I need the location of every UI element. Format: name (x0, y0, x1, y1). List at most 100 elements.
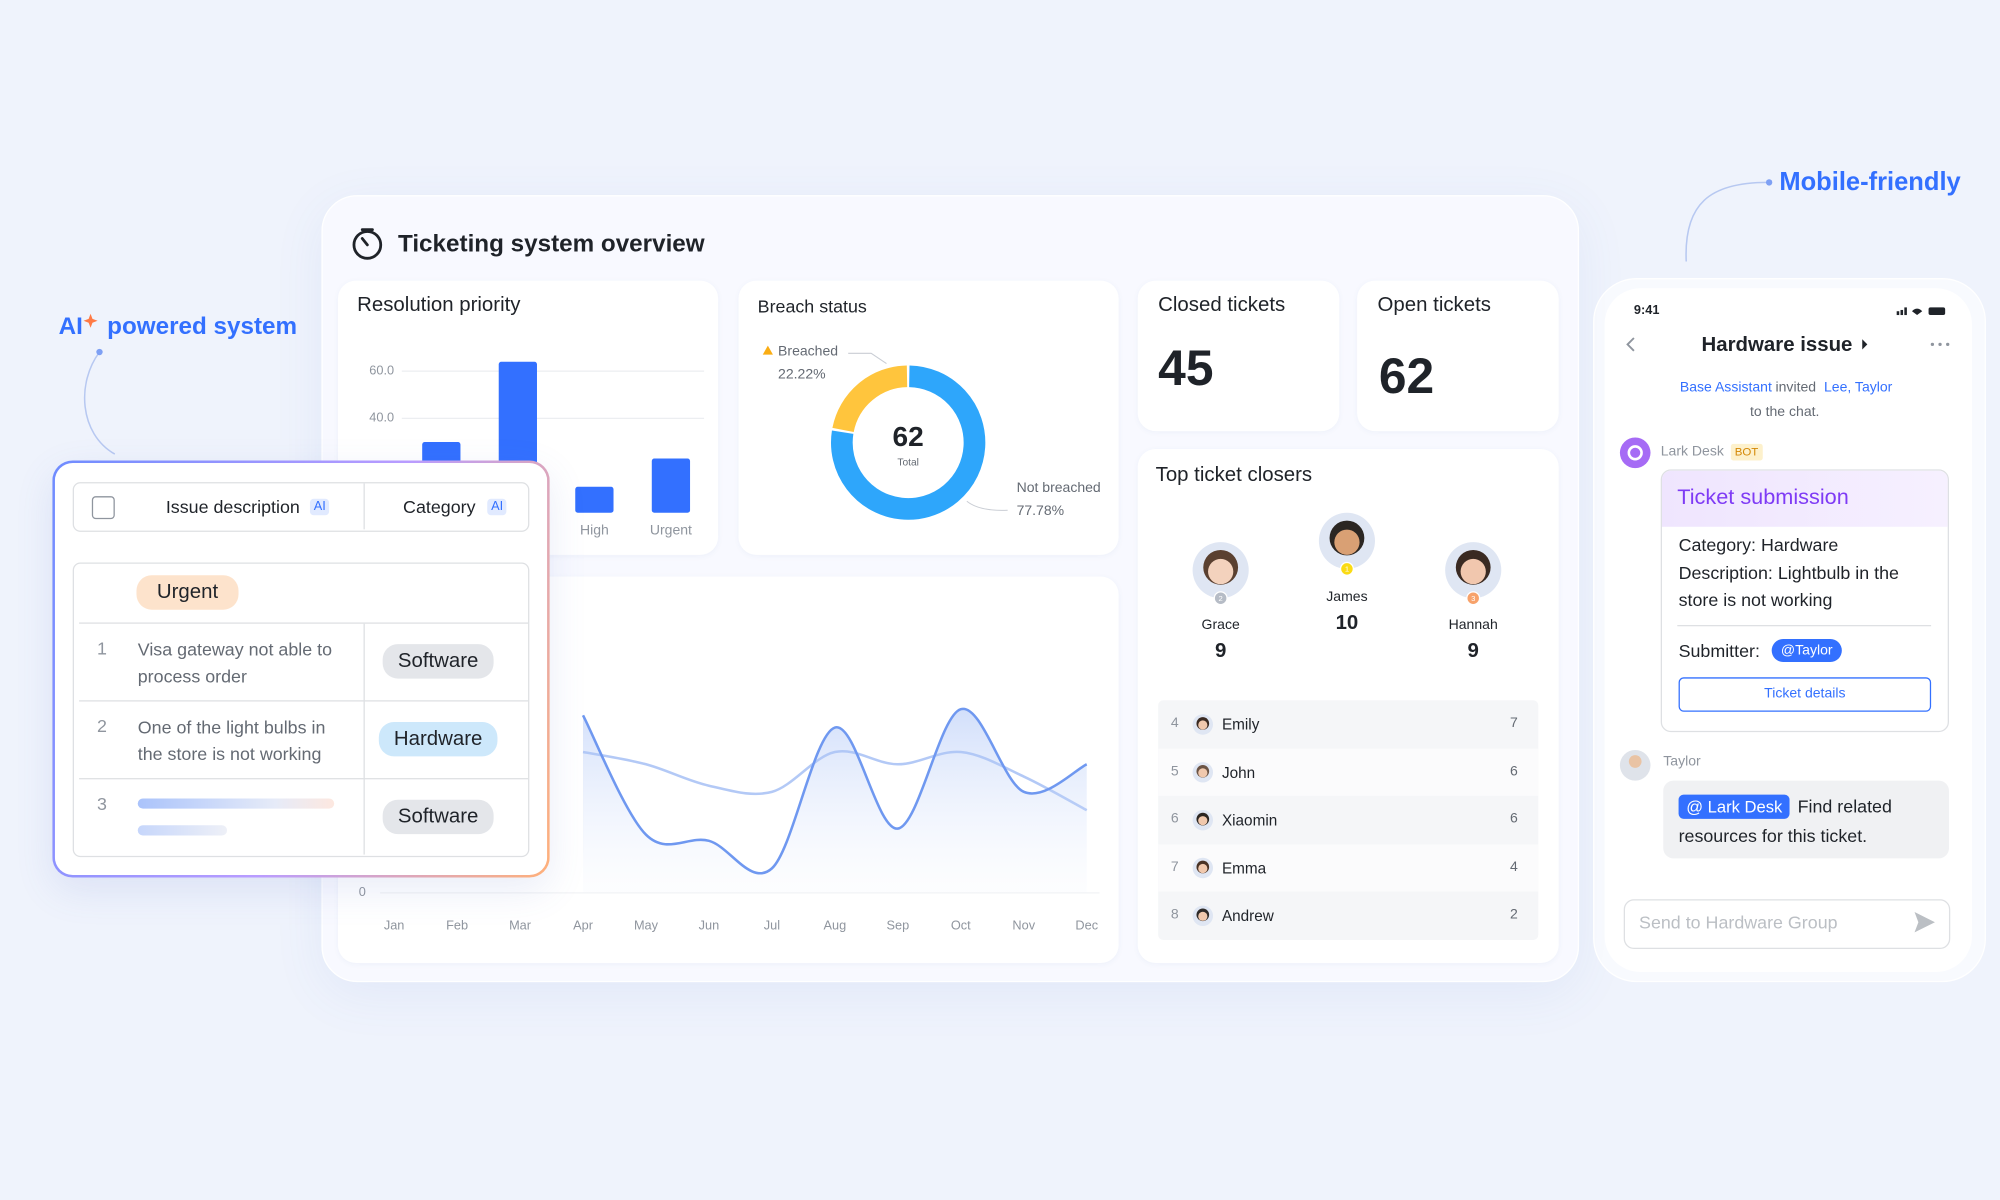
breach-chart: 62 Total Breached 22.22% Not breached 77.78% (778, 343, 1101, 520)
closer-name: Grace (1201, 617, 1240, 633)
x-tick-label: Jun (699, 917, 720, 932)
row-divider (79, 700, 529, 702)
trend-area (583, 708, 1087, 893)
x-tick-label: Oct (951, 917, 971, 932)
slice-value: 22.22% (778, 366, 826, 382)
column-header: Category (403, 496, 476, 517)
closer-name: Andrew (1221, 906, 1274, 925)
connector-dot (96, 348, 103, 356)
group-tag: Urgent (136, 575, 239, 610)
ticket-details-button[interactable]: Ticket details (1678, 677, 1932, 712)
more-icon[interactable] (1930, 342, 1950, 347)
x-tick-label: Mar (509, 917, 532, 932)
x-tick-label: May (634, 917, 659, 932)
divider (363, 623, 365, 855)
rank-badge (1339, 561, 1354, 576)
ticket-category: Category: Hardware (1678, 534, 1839, 555)
connector-dot (1765, 179, 1773, 186)
ai-callout: powered system (107, 313, 298, 341)
card-title: Breach status (757, 295, 867, 317)
avatar-face (1460, 558, 1486, 585)
x-tick-label: Feb (446, 917, 468, 932)
avatars: 2 1 3 (1192, 512, 1502, 927)
x-tick-label: Sep (886, 917, 909, 932)
ai-badge: AI (309, 498, 330, 516)
sparkle-icon (83, 313, 98, 328)
reply-text: @ Lark Desk Find related resources for th… (1678, 792, 1942, 851)
y-tick-label: 40.0 (369, 410, 394, 425)
donut-slice (832, 365, 908, 433)
closer-name: Hannah (1448, 617, 1498, 633)
closer-value: 4 (1510, 859, 1518, 875)
category-tag: Hardware (378, 721, 498, 757)
status-time: 9:41 (1633, 303, 1660, 318)
reply-message: Find related resources for this ticket. (1678, 795, 1892, 846)
stat-value: 62 (1378, 349, 1435, 405)
send-icon[interactable] (1914, 911, 1935, 933)
list-row (1158, 748, 1539, 797)
row-index: 3 (96, 793, 107, 814)
issue-description: Visa gateway not able to process order (137, 639, 333, 687)
closer-value: 9 (1467, 640, 1479, 662)
x-tick-label: Jan (384, 917, 405, 932)
table-header (72, 482, 530, 532)
submitter-mention[interactable]: @Taylor (1771, 639, 1842, 662)
closer-rank: 7 (1170, 859, 1179, 875)
bar (651, 458, 691, 513)
bot-avatar-mark (1627, 445, 1643, 461)
timer-icon (352, 230, 383, 260)
closer-value: 7 (1510, 715, 1518, 731)
x-tick-label: Jul (764, 917, 780, 932)
avatar-face (1198, 911, 1208, 921)
category-tag: Software (382, 799, 494, 835)
reply-bubble (1663, 780, 1949, 859)
closer-value: 2 (1510, 906, 1518, 923)
x-tick-label: Urgent (650, 521, 692, 537)
slice-value: 77.78% (1017, 502, 1065, 518)
x-tick-label: High (580, 521, 609, 537)
bot-name: Lark Desk (1660, 443, 1724, 460)
row-divider (79, 778, 529, 780)
avatar-face (1208, 558, 1234, 585)
table-body (72, 562, 530, 858)
closer-name: John (1221, 763, 1256, 782)
card-title: Top ticket closers (1155, 464, 1313, 486)
divider (363, 483, 365, 530)
system-verb: invited (1775, 380, 1817, 396)
rank-badge (1213, 591, 1228, 606)
card-title: Resolution priority (357, 294, 521, 317)
closer-name: Emily (1221, 715, 1260, 734)
ai-badge: AI (487, 498, 507, 516)
system-actor: Base Assistant (1679, 380, 1772, 396)
closer-value: 6 (1510, 811, 1518, 827)
ai-label: AI (58, 313, 83, 341)
back-icon[interactable] (1626, 337, 1635, 352)
row-index: 1 (96, 637, 107, 659)
ticket-card-header (1661, 470, 1948, 527)
closer-rank: 8 (1170, 906, 1179, 923)
select-all-checkbox[interactable] (91, 496, 115, 520)
column-header: Issue description (165, 496, 300, 517)
closer-name: Xiaomin (1221, 811, 1278, 830)
dashboard-title: Ticketing system overview (397, 230, 705, 258)
row-index: 2 (96, 715, 107, 736)
closer-name: Emma (1221, 859, 1267, 877)
closer-rank: 4 (1170, 715, 1179, 731)
closers-list (1158, 700, 1539, 941)
avatar-face (1334, 529, 1360, 555)
rank-badge-label: 1 (1345, 565, 1349, 574)
reply-mention[interactable]: @ Lark Desk (1678, 794, 1790, 819)
avatar-face (1198, 816, 1208, 826)
open-card (1357, 280, 1559, 432)
closer-rank: 5 (1170, 763, 1179, 779)
system-invitees: Lee, Taylor (1823, 380, 1893, 396)
connector (83, 351, 116, 455)
warning-icon (762, 345, 773, 355)
y-tick-label: 60.0 (369, 363, 394, 378)
rank-badge-label: 2 (1219, 594, 1223, 603)
avatar-face (1198, 768, 1208, 778)
mobile-callout: Mobile-friendly (1779, 168, 1961, 197)
status-icons (1896, 307, 1946, 316)
message-input[interactable] (1623, 899, 1951, 949)
chat-title: Hardware issue (1701, 334, 1853, 356)
